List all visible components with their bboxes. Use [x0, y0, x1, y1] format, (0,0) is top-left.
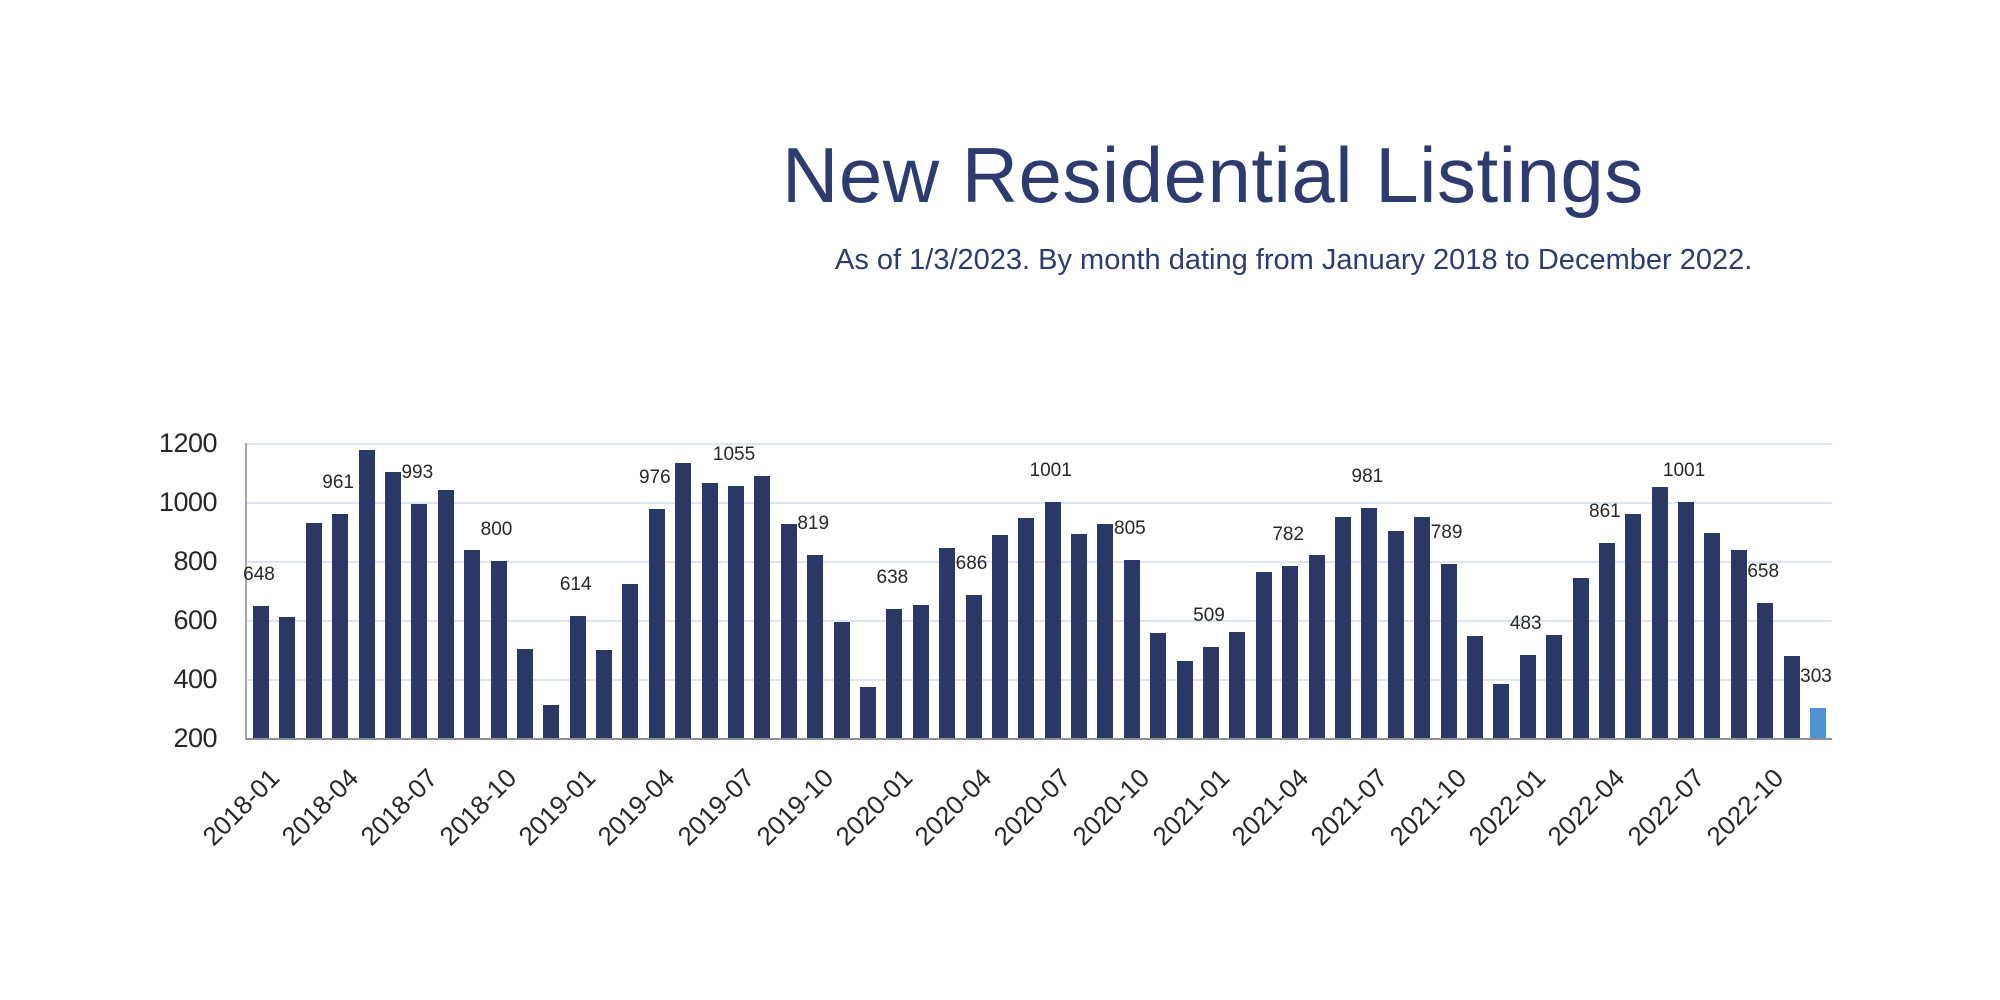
bar-2018-02 [279, 617, 296, 738]
bar-2022-02 [1546, 635, 1563, 738]
bar-value-label: 789 [1430, 522, 1463, 543]
bar-2021-05 [1308, 555, 1325, 738]
bar-2019-05 [675, 463, 692, 738]
bar-2019-10 [807, 555, 824, 738]
bar-value-label: 614 [559, 574, 592, 595]
bar-2020-11 [1150, 633, 1167, 738]
bar-2021-03 [1255, 572, 1272, 738]
bar-2020-05 [991, 535, 1008, 738]
bar-value-label: 861 [1589, 501, 1621, 522]
y-axis-tick-label: 400 [173, 664, 217, 694]
bar-2022-07 [1678, 502, 1695, 738]
bar-2019-07 [728, 486, 745, 738]
bar-2018-10 [490, 561, 507, 738]
bar-2022-03 [1572, 578, 1589, 738]
bar-2020-04 [965, 595, 982, 738]
bar-value-label: 805 [1114, 518, 1146, 539]
gridline [247, 443, 1832, 445]
bar-2019-04 [648, 509, 665, 738]
bar-value-label: 976 [638, 467, 671, 488]
bar-2019-09 [780, 524, 797, 738]
bar-2018-04 [332, 514, 349, 738]
gridline [247, 561, 1832, 563]
page-title: New Residential Listings [782, 131, 1644, 219]
bar-2020-09 [1097, 524, 1114, 738]
bar-2020-12 [1176, 661, 1193, 738]
bar-2019-03 [622, 584, 639, 738]
bar-value-label: 648 [243, 564, 275, 585]
bar-2018-01 [253, 606, 269, 738]
bar-2019-02 [596, 650, 613, 738]
bar-value-label: 1001 [1029, 460, 1072, 481]
bar-2020-03 [939, 548, 956, 738]
bar-2022-01 [1519, 655, 1536, 738]
bar-2019-01 [569, 616, 586, 738]
bar-value-label: 658 [1747, 561, 1780, 582]
bar-2021-10 [1440, 564, 1457, 738]
bar-2019-06 [701, 483, 718, 738]
bar-value-label: 483 [1509, 613, 1542, 634]
bar-2018-07 [411, 504, 428, 738]
y-axis-tick-label: 600 [173, 605, 217, 635]
bar-2022-10 [1757, 603, 1774, 738]
bar-2020-01 [886, 609, 903, 738]
page-subtitle: As of 1/3/2023. By month dating from Jan… [835, 244, 1753, 276]
bar-2018-06 [384, 472, 401, 738]
bar-value-label: 782 [1272, 524, 1305, 545]
bar-2022-12 [1810, 708, 1826, 738]
plot-area [245, 443, 1832, 740]
bar-value-label: 1001 [1662, 460, 1706, 481]
bar-2020-07 [1044, 502, 1061, 738]
bar-2019-11 [833, 622, 850, 738]
bar-2018-03 [305, 523, 322, 738]
bar-2021-04 [1282, 566, 1299, 738]
bar-value-label: 686 [955, 553, 988, 574]
bar-2021-06 [1334, 517, 1351, 738]
bar-2018-11 [516, 649, 533, 738]
y-axis-tick-label: 1200 [158, 428, 218, 458]
bar-value-label: 509 [1193, 605, 1225, 626]
gridline [247, 679, 1832, 681]
bar-2021-09 [1414, 517, 1431, 738]
gridline [247, 620, 1832, 622]
bar-value-label: 1055 [712, 444, 756, 465]
bar-2020-06 [1018, 518, 1035, 738]
bar-value-label: 993 [401, 462, 434, 483]
bar-2020-08 [1071, 534, 1088, 738]
bar-value-label: 819 [797, 513, 830, 534]
bar-2019-08 [754, 476, 771, 738]
y-axis-tick-label: 200 [173, 723, 217, 753]
bar-2021-01 [1203, 647, 1220, 738]
bar-2018-12 [543, 705, 560, 738]
bar-2020-10 [1123, 560, 1140, 738]
bar-2022-05 [1625, 514, 1642, 738]
bar-2021-02 [1229, 632, 1246, 738]
bar-value-label: 961 [322, 472, 354, 493]
bar-value-label: 800 [480, 519, 513, 540]
bar-2020-02 [912, 605, 929, 738]
bar-2022-04 [1598, 543, 1615, 738]
bar-2021-12 [1493, 684, 1510, 738]
bar-2019-12 [859, 687, 876, 738]
y-axis-tick-label: 1000 [158, 487, 218, 517]
bar-2021-07 [1361, 508, 1378, 738]
y-axis-tick-label: 800 [173, 546, 217, 576]
bar-2022-06 [1651, 487, 1668, 738]
bar-2021-08 [1387, 531, 1404, 738]
bar-2018-08 [437, 490, 454, 738]
bar-2022-09 [1730, 550, 1747, 738]
bar-value-label: 981 [1351, 466, 1384, 487]
bar-2022-11 [1783, 656, 1800, 738]
bar-2018-05 [358, 450, 375, 738]
bar-value-label: 303 [1800, 666, 1832, 687]
bar-2018-09 [464, 550, 481, 738]
bar-2022-08 [1704, 533, 1721, 738]
bar-2021-11 [1466, 636, 1483, 738]
gridline [247, 502, 1832, 504]
bar-value-label: 638 [876, 567, 909, 588]
